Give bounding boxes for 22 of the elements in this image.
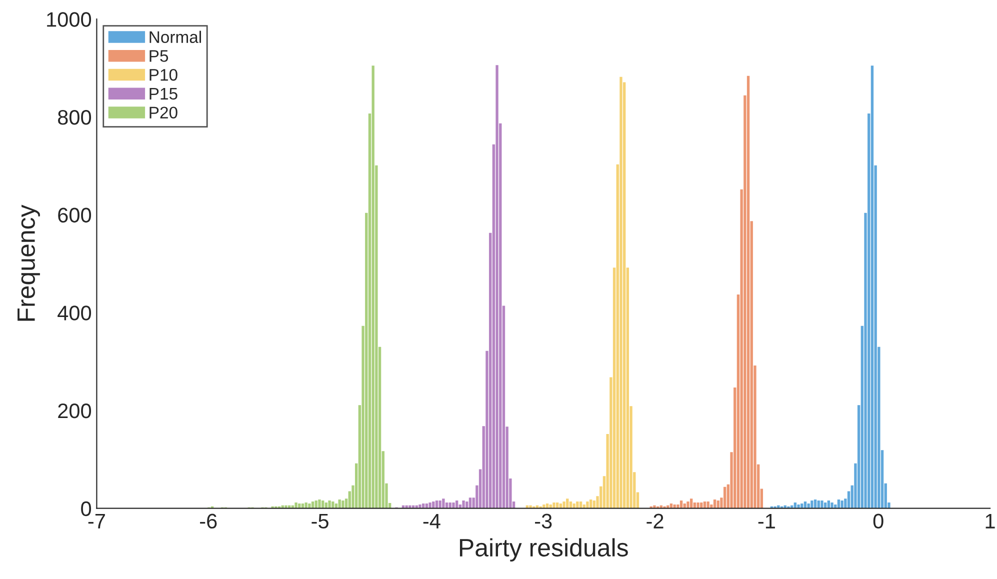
x-tick-label: -2 <box>646 514 664 528</box>
legend-label: Normal <box>150 30 201 44</box>
x-tick-label: 0 <box>873 514 884 529</box>
y-tick-label: 1000 <box>47 12 92 27</box>
x-tick-label: -1 <box>758 514 775 528</box>
x-tick-label: -7 <box>88 514 105 528</box>
x-tick-label: 1 <box>986 514 995 528</box>
legend-label: P10 <box>150 68 178 81</box>
y-tick-label: 600 <box>58 208 92 223</box>
x-tick-label: -3 <box>535 514 552 529</box>
x-axis-title: Pairty residuals <box>460 538 628 562</box>
x-tick-label: -6 <box>200 514 217 529</box>
x-tick-label: -4 <box>423 514 440 528</box>
y-tick-label: 0 <box>81 501 92 516</box>
y-tick-label: 800 <box>58 110 92 125</box>
y-tick-label: 200 <box>58 404 92 418</box>
legend-label: P20 <box>150 106 178 118</box>
x-tick-label: -5 <box>312 514 328 529</box>
legend-label: P15 <box>150 88 178 100</box>
legend-label: P5 <box>150 50 168 62</box>
y-axis-title: Frequency <box>18 204 40 321</box>
y-tick-label: 400 <box>58 306 92 320</box>
